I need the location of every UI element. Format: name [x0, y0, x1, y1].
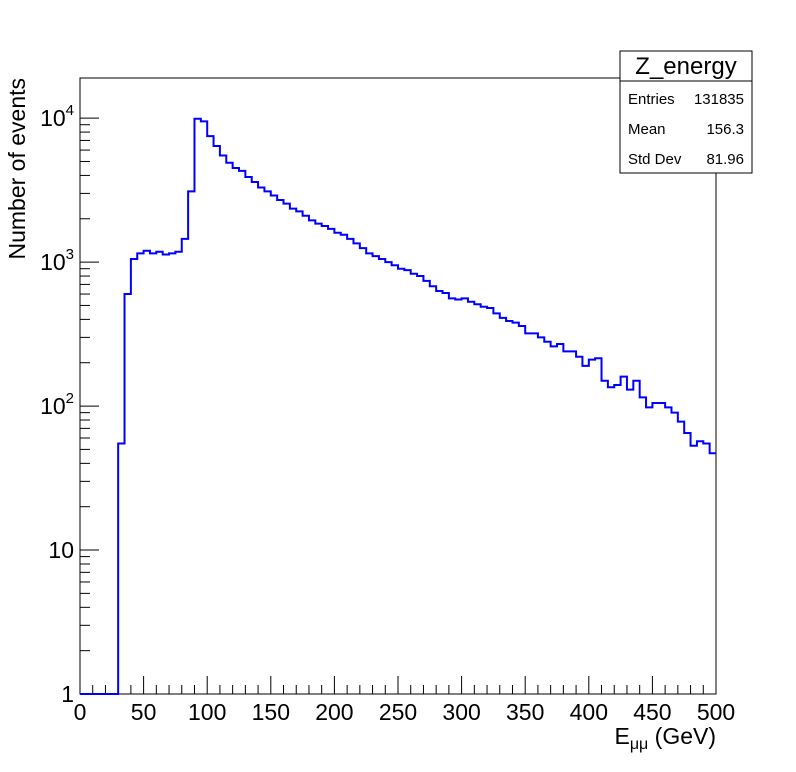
stats-box-frame [619, 50, 753, 174]
x-tick-label: 300 [442, 699, 480, 725]
stats-stddev-label: Std Dev [628, 151, 682, 168]
y-tick-exponent: 2 [66, 390, 74, 407]
x-axis-title-subscript: μμ [630, 736, 648, 753]
stats-entries-label: Entries [628, 91, 675, 108]
y-tick-exponent: 4 [66, 102, 74, 119]
x-tick-label: 50 [131, 699, 157, 725]
y-tick-base: 10 [40, 105, 66, 131]
y-tick-label: 102 [40, 390, 74, 419]
x-tick-label: 100 [188, 699, 226, 725]
stats-title: Z_energy [635, 53, 736, 80]
x-axis-title: Eμμ (GeV) [614, 723, 716, 753]
stats-entries-value: 131835 [694, 91, 744, 108]
x-tick-label: 150 [252, 699, 290, 725]
x-axis-title-main: E [614, 723, 629, 749]
x-tick-label: 500 [697, 699, 735, 725]
x-axis-title-unit: (GeV) [648, 723, 716, 749]
y-tick-label: 104 [40, 102, 74, 131]
y-axis-title: Number of events [4, 78, 30, 260]
y-tick-base: 10 [40, 249, 66, 275]
stats-mean-label: Mean [628, 121, 666, 138]
stats-mean-value: 156.3 [706, 121, 744, 138]
x-tick-label: 200 [315, 699, 353, 725]
y-tick-label: 103 [40, 246, 74, 275]
axis-ticks [79, 117, 717, 695]
x-tick-label: 350 [506, 699, 544, 725]
x-tick-label: 400 [570, 699, 608, 725]
x-tick-labels: 0 50 100 150 200 250 300 350 400 450 500 [74, 699, 736, 725]
stats-box: Z_energy Entries 131835 Mean 156.3 Std D… [619, 50, 753, 174]
histogram-line [80, 117, 716, 695]
y-tick-label: 10 [48, 537, 74, 563]
x-tick-label: 250 [379, 699, 417, 725]
y-tick-label: 1 [61, 681, 74, 707]
y-tick-base: 10 [40, 393, 66, 419]
x-tick-label: 450 [633, 699, 671, 725]
y-tick-exponent: 3 [66, 246, 74, 263]
y-tick-base: 1 [61, 681, 74, 707]
stats-stddev-value: 81.96 [706, 151, 744, 168]
x-tick-label: 0 [74, 699, 87, 725]
y-tick-base: 10 [48, 537, 74, 563]
